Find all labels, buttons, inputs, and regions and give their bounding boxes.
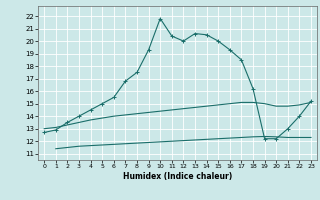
X-axis label: Humidex (Indice chaleur): Humidex (Indice chaleur) [123,172,232,181]
